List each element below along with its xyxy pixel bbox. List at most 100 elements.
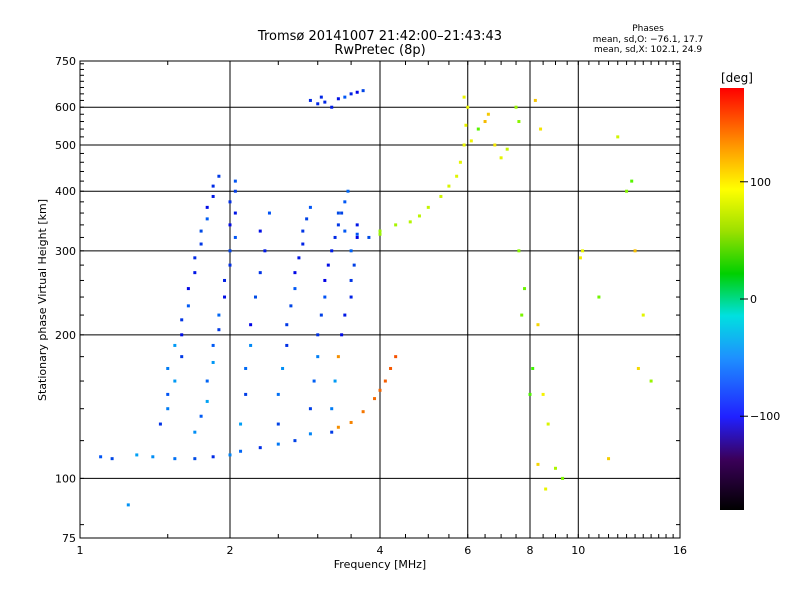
echo-point (389, 366, 393, 370)
echo-point (293, 439, 297, 443)
echo-point (541, 392, 545, 396)
echo-point (336, 223, 340, 227)
echo-point (217, 328, 221, 332)
echo-point (199, 242, 203, 246)
echo-point (553, 466, 557, 470)
echo-point (180, 333, 184, 337)
echo-point (323, 100, 327, 104)
echo-point (180, 318, 184, 322)
echo-point (349, 420, 353, 424)
echo-point (333, 379, 337, 383)
echo-point (285, 323, 289, 327)
echo-point (523, 287, 527, 291)
echo-point (378, 232, 382, 236)
echo-point (293, 271, 297, 275)
echo-point (193, 256, 197, 260)
echo-point (228, 200, 232, 204)
echo-point (367, 235, 371, 239)
echo-point (305, 217, 309, 221)
echo-point (323, 295, 327, 299)
echo-point (349, 92, 353, 96)
echo-point (249, 343, 253, 347)
echo-point (336, 97, 340, 101)
echo-point (426, 205, 430, 209)
colorbar-tick-label: 100 (750, 176, 771, 189)
x-axis-label: Frequency [MHz] (334, 558, 426, 571)
echo-point (597, 295, 601, 299)
echo-point (205, 217, 209, 221)
echo-point (166, 392, 170, 396)
echo-point (536, 323, 540, 327)
echo-point (244, 392, 248, 396)
echo-point (607, 457, 611, 461)
echo-point (346, 189, 350, 193)
echo-point (486, 112, 490, 116)
echo-point (180, 355, 184, 359)
echo-point (520, 313, 524, 317)
echo-point (466, 105, 470, 109)
echo-point (223, 278, 227, 282)
echo-point (340, 333, 344, 337)
echo-point (285, 343, 289, 347)
echo-point (205, 205, 209, 209)
echo-point (316, 102, 320, 106)
echo-point (228, 223, 232, 227)
echo-point (301, 242, 305, 246)
y-tick-label: 750 (55, 55, 76, 68)
echo-point (239, 422, 243, 426)
echo-point (528, 392, 532, 396)
x-tick-label: 8 (527, 544, 534, 557)
echo-point (281, 366, 285, 370)
stats-o-mode: mean, sd,O: −76.1, 17.7 (593, 35, 704, 45)
echo-point (211, 343, 215, 347)
echo-point (336, 425, 340, 429)
echo-point (499, 156, 503, 160)
echo-point (110, 457, 114, 461)
echo-point (233, 211, 237, 215)
echo-point (308, 407, 312, 411)
echo-point (336, 355, 340, 359)
echo-point (336, 211, 340, 215)
colorbar-tick-label: −100 (750, 410, 780, 423)
echo-point (469, 139, 473, 143)
echo-point (330, 105, 334, 109)
echo-point (211, 360, 215, 364)
echo-point (99, 455, 103, 459)
echo-point (186, 287, 190, 291)
echo-point (217, 313, 221, 317)
echo-point (323, 278, 327, 282)
echo-point (340, 211, 344, 215)
grid-lines (80, 61, 680, 538)
echo-point (258, 229, 262, 233)
echo-point (166, 407, 170, 411)
echo-point (536, 462, 540, 466)
echo-point (455, 174, 459, 178)
axis-ticks: 1 2 4 6 8 10 16 75 100 200 300 400 500 600 750 (55, 55, 687, 557)
echo-point (333, 235, 337, 239)
echo-point (193, 271, 197, 275)
echo-point (233, 235, 237, 239)
echo-point (135, 453, 139, 457)
echo-point (361, 410, 365, 414)
echo-point (439, 194, 443, 198)
echo-point (199, 229, 203, 233)
echo-point (205, 399, 209, 403)
echo-point (319, 313, 323, 317)
echo-point (531, 366, 535, 370)
echo-point (316, 355, 320, 359)
echo-point (263, 249, 267, 253)
echo-point (343, 313, 347, 317)
echo-point (394, 355, 398, 359)
echo-point (378, 229, 382, 233)
echo-point (233, 189, 237, 193)
echo-point (173, 457, 177, 461)
echo-point (276, 442, 280, 446)
echo-point (166, 366, 170, 370)
echo-point (211, 455, 215, 459)
y-tick-label: 100 (55, 472, 76, 485)
echo-point (505, 147, 509, 151)
chart-subtitle: RwPretec (8p) (334, 43, 425, 58)
x-tick-label: 2 (227, 544, 234, 557)
echo-point (483, 120, 487, 124)
stats-x-mode: mean, sd,X: 102.1, 24.9 (594, 45, 702, 55)
